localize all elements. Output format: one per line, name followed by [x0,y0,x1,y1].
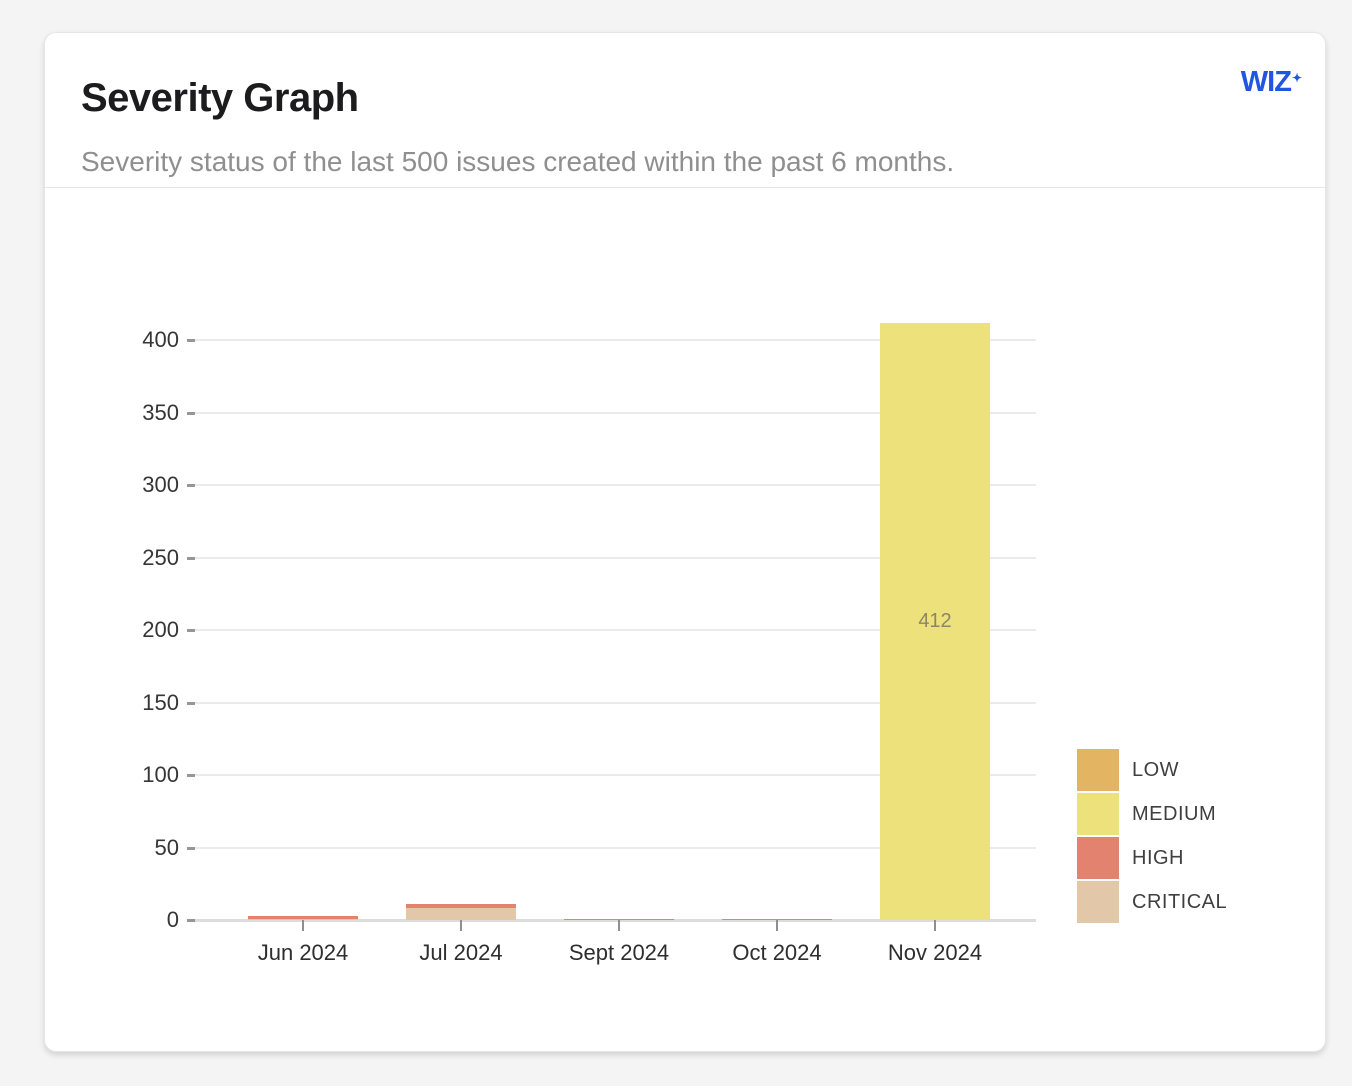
sparkle-icon: ✦ [1291,71,1302,85]
severity-bar-chart: 0 50 100 150 200 250 300 350 400 Jun 2024 Jul 2024… [45,188,1327,1053]
gridline-200 [187,629,1036,631]
severity-graph-card: Severity Graph Severity status of the la… [44,32,1326,1052]
bar-segment-medium-nov-2024[interactable] [880,322,990,920]
legend-label: HIGH [1132,847,1184,869]
x-axis-label: Sept 2024 [568,940,670,965]
y-axis-tick-200 [187,629,195,632]
gridline-250 [187,556,1036,559]
y-axis-tick-label: 350 [142,399,179,425]
bar-segment-high-jul-2024[interactable] [406,904,516,909]
y-axis-tick-label: 100 [142,762,179,787]
y-axis-tick-250 [187,556,195,560]
card-subtitle: Severity status of the last 500 issues c… [81,146,955,177]
x-axis-tick [302,920,304,931]
y-axis-tick-400 [187,339,195,342]
x-axis-label: Nov 2024 [887,940,983,965]
bar-value-label: 412 [918,610,952,633]
y-axis-tick-350 [187,411,195,415]
legend-label: CRITICAL [1132,891,1228,913]
page-title: Severity Graph [81,76,359,120]
y-axis-tick-label: 150 [142,689,179,715]
wiz-logo-text: WIZ [1240,66,1292,98]
x-axis-tick [618,920,620,931]
x-axis-label: Jun 2024 [257,940,349,965]
y-axis-tick-label: 250 [142,544,179,570]
gridline-50 [187,846,1036,849]
legend-item-critical[interactable]: CRITICAL [1077,881,1277,923]
legend-item-low[interactable]: LOW [1077,749,1277,791]
gridline-400 [187,339,1036,341]
card-header: Severity Graph Severity status of the la… [45,33,1325,188]
legend-label: MEDIUM [1132,803,1217,825]
legend-swatch-high [1077,837,1119,879]
x-axis-tick [460,920,462,931]
legend-swatch-low [1077,749,1119,791]
legend-swatch-medium [1077,793,1119,835]
y-axis-tick-label: 300 [142,472,179,497]
x-axis-label: Oct 2024 [732,940,822,965]
y-axis-tick-50 [187,846,195,850]
legend-item-high[interactable]: HIGH [1077,837,1277,879]
legend-swatch-critical [1077,881,1119,923]
y-axis-tick-0 [187,919,195,922]
bar-segment-high-oct-2024[interactable] [722,918,832,921]
y-axis-tick-label: 200 [142,617,179,642]
bar-segment-critical-jul-2024[interactable] [406,908,516,920]
y-axis-tick-100 [187,774,195,777]
y-axis-tick-150 [187,701,195,705]
x-axis-tick [776,920,778,931]
legend-label: LOW [1132,759,1180,781]
bar-segment-high-jun-2024[interactable] [248,915,358,919]
wiz-logo[interactable]: WIZ✦ [1240,66,1302,98]
gridline-350 [187,411,1036,414]
y-axis-tick-label: 0 [166,907,179,932]
y-axis-tick-300 [187,484,195,487]
x-axis-label: Jul 2024 [419,940,503,965]
y-axis-tick-label: 400 [142,327,179,352]
x-axis-tick [934,920,936,931]
gridline-100 [187,774,1036,776]
gridline-0 [187,919,1036,922]
gridline-150 [187,701,1036,704]
bar-segment-critical-jun-2024[interactable] [248,918,358,921]
gridline-300 [187,484,1036,486]
y-axis-tick-label: 50 [154,834,179,860]
legend-item-medium[interactable]: MEDIUM [1077,793,1277,835]
bar-segment-high-sept-2024[interactable] [564,918,674,921]
